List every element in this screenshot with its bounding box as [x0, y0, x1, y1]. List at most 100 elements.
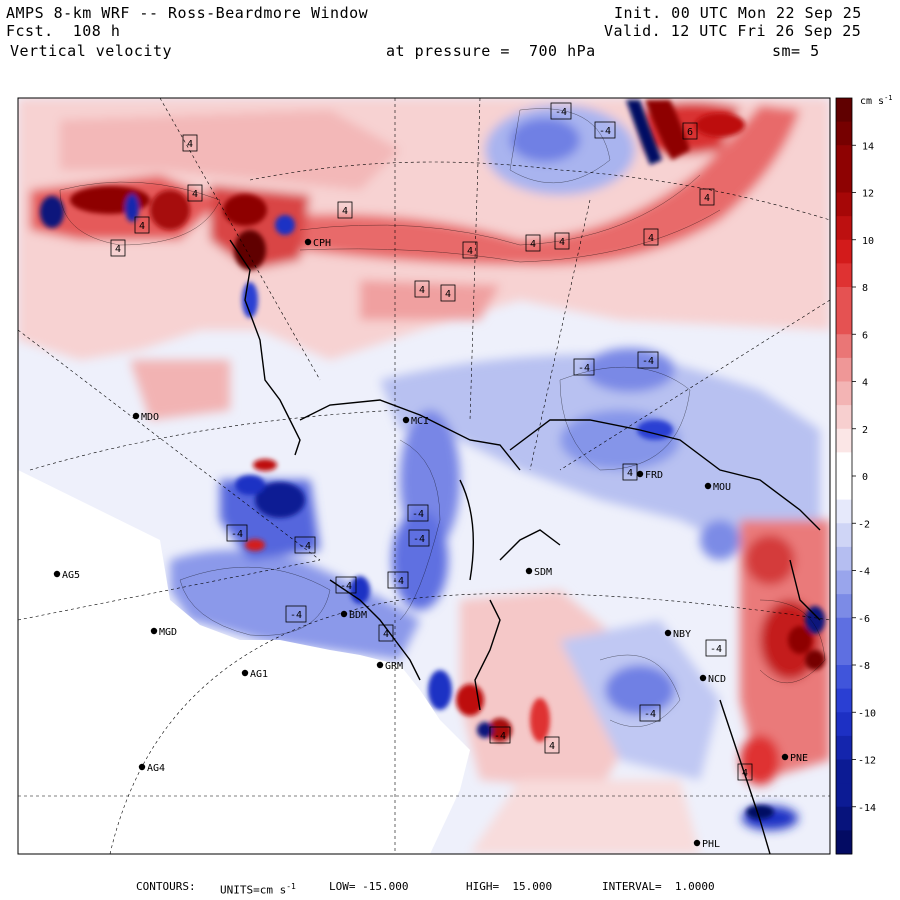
- station-label: AG5: [62, 570, 80, 581]
- contours-high: HIGH= 15.000: [466, 880, 552, 893]
- coastline: [229, 239, 821, 854]
- svg-text:4: 4: [383, 629, 389, 640]
- contour-value-box: 4: [134, 216, 150, 234]
- svg-text:-4: -4: [710, 644, 722, 655]
- station-label: MDO: [141, 412, 159, 423]
- interval-label: INTERVAL=: [602, 880, 662, 893]
- contour-value-box: 6: [682, 122, 698, 140]
- station-label: PNE: [790, 753, 808, 764]
- station-marker: [376, 661, 384, 669]
- svg-text:-4: -4: [413, 534, 425, 545]
- svg-text:4: 4: [559, 237, 565, 248]
- svg-text:4: 4: [627, 468, 633, 479]
- units-exponent: -1: [286, 882, 296, 891]
- contour-value-box: -4: [573, 358, 595, 376]
- forecast-value: 108 h: [72, 22, 121, 40]
- contour-value-box: 4: [699, 188, 715, 206]
- contour-lines: [59, 108, 826, 727]
- contour-value-box: 4: [187, 184, 203, 202]
- station-label: NBY: [673, 629, 691, 640]
- svg-text:-4: -4: [231, 529, 243, 540]
- svg-text:6: 6: [687, 127, 693, 138]
- low-value: -15.000: [362, 880, 409, 893]
- station-marker: [138, 763, 146, 771]
- station-label: BDM: [349, 610, 367, 621]
- station-label: FRD: [645, 470, 663, 481]
- contours-interval: INTERVAL= 1.0000: [602, 880, 715, 893]
- model-title: AMPS 8-km WRF -- Ross-Beardmore Window: [6, 4, 369, 22]
- svg-text:4: 4: [530, 239, 536, 250]
- contour-value-box: -4: [294, 536, 316, 554]
- station-label: MGD: [159, 627, 177, 638]
- station-layer: MDO MCI FRD MOU AG5 SDM BDM MGD NBY GRM AG1 NCD PNE A…: [53, 238, 808, 850]
- contour-value-box: -4: [705, 639, 727, 657]
- units-text: UNITS=cm s: [220, 883, 287, 897]
- contour-value-box: 4: [110, 239, 126, 257]
- svg-text:-4: -4: [340, 581, 352, 592]
- station-marker: [664, 629, 672, 637]
- station-label: AG4: [147, 763, 165, 774]
- field-name: Vertical velocity: [10, 42, 173, 60]
- contour-value-box: 4: [737, 763, 753, 781]
- svg-text:4: 4: [192, 189, 198, 200]
- forecast-hour: Fcst. 108 h: [6, 22, 120, 40]
- svg-text:4: 4: [445, 289, 451, 300]
- svg-text:4: 4: [549, 741, 555, 752]
- contour-value-box: 4: [182, 134, 198, 152]
- station-marker: [132, 412, 140, 420]
- contour-value-box: -4: [637, 351, 659, 369]
- svg-text:4: 4: [419, 285, 425, 296]
- low-label: LOW=: [329, 880, 356, 893]
- contour-value-box: -4: [285, 605, 307, 623]
- contour-value-box: 4: [378, 624, 394, 642]
- station-marker: [150, 627, 158, 635]
- station-label: SDM: [534, 567, 552, 578]
- contour-value-box: 4: [440, 284, 456, 302]
- contours-label: CONTOURS:: [136, 880, 196, 893]
- map-plot-area: 4 -4 4 4 4 4 4 4 4 4 4 4 4 -4 -4 -4 -4 -4 -4 -4 -4 -4 4 -4 4 4 4 6 -…: [18, 98, 830, 854]
- station-marker: [693, 839, 701, 847]
- contour-value-box: -4: [335, 576, 357, 594]
- station-marker: [525, 567, 533, 575]
- station-marker: [340, 610, 348, 618]
- init-time: Init. 00 UTC Mon 22 Sep 25: [614, 4, 862, 22]
- svg-text:4: 4: [704, 193, 710, 204]
- contour-value-box: -4: [226, 524, 248, 542]
- svg-text:-4: -4: [642, 356, 654, 367]
- svg-text:-4: -4: [555, 107, 567, 118]
- forecast-label: Fcst.: [6, 22, 54, 40]
- contour-value-box: 4: [337, 201, 353, 219]
- station-label: CPH: [313, 238, 331, 249]
- svg-text:4: 4: [187, 139, 193, 150]
- svg-text:-4: -4: [644, 709, 656, 720]
- station-label: MOU: [713, 482, 731, 493]
- contour-value-box: -4: [408, 529, 430, 547]
- contours-units: UNITS=cm s-1: [220, 880, 296, 897]
- contour-value-box: 4: [414, 280, 430, 298]
- svg-text:4: 4: [139, 221, 145, 232]
- station-marker: [402, 416, 410, 424]
- station-marker: [781, 753, 789, 761]
- station-label: AG1: [250, 669, 268, 680]
- contour-value-box: -4: [489, 726, 511, 744]
- station-marker: [636, 470, 644, 478]
- contour-value-box: -4: [550, 102, 572, 120]
- svg-text:4: 4: [648, 233, 654, 244]
- svg-text:-4: -4: [494, 731, 506, 742]
- station-label: PHL: [702, 839, 720, 850]
- smoothing-value: sm= 5: [772, 42, 820, 60]
- svg-text:4: 4: [115, 244, 121, 255]
- contour-value-box: 4: [554, 232, 570, 250]
- contour-value-box: -4: [387, 571, 409, 589]
- valid-time: Valid. 12 UTC Fri 26 Sep 25: [604, 22, 862, 40]
- contours-low: LOW= -15.000: [329, 880, 408, 893]
- contour-value-box: 4: [622, 463, 638, 481]
- station-marker: [241, 669, 249, 677]
- svg-text:-4: -4: [578, 363, 590, 374]
- svg-text:-4: -4: [290, 610, 302, 621]
- high-value: 15.000: [512, 880, 553, 893]
- svg-text:-4: -4: [412, 509, 424, 520]
- level-value: 700 hPa: [528, 42, 596, 60]
- station-marker: [704, 482, 712, 490]
